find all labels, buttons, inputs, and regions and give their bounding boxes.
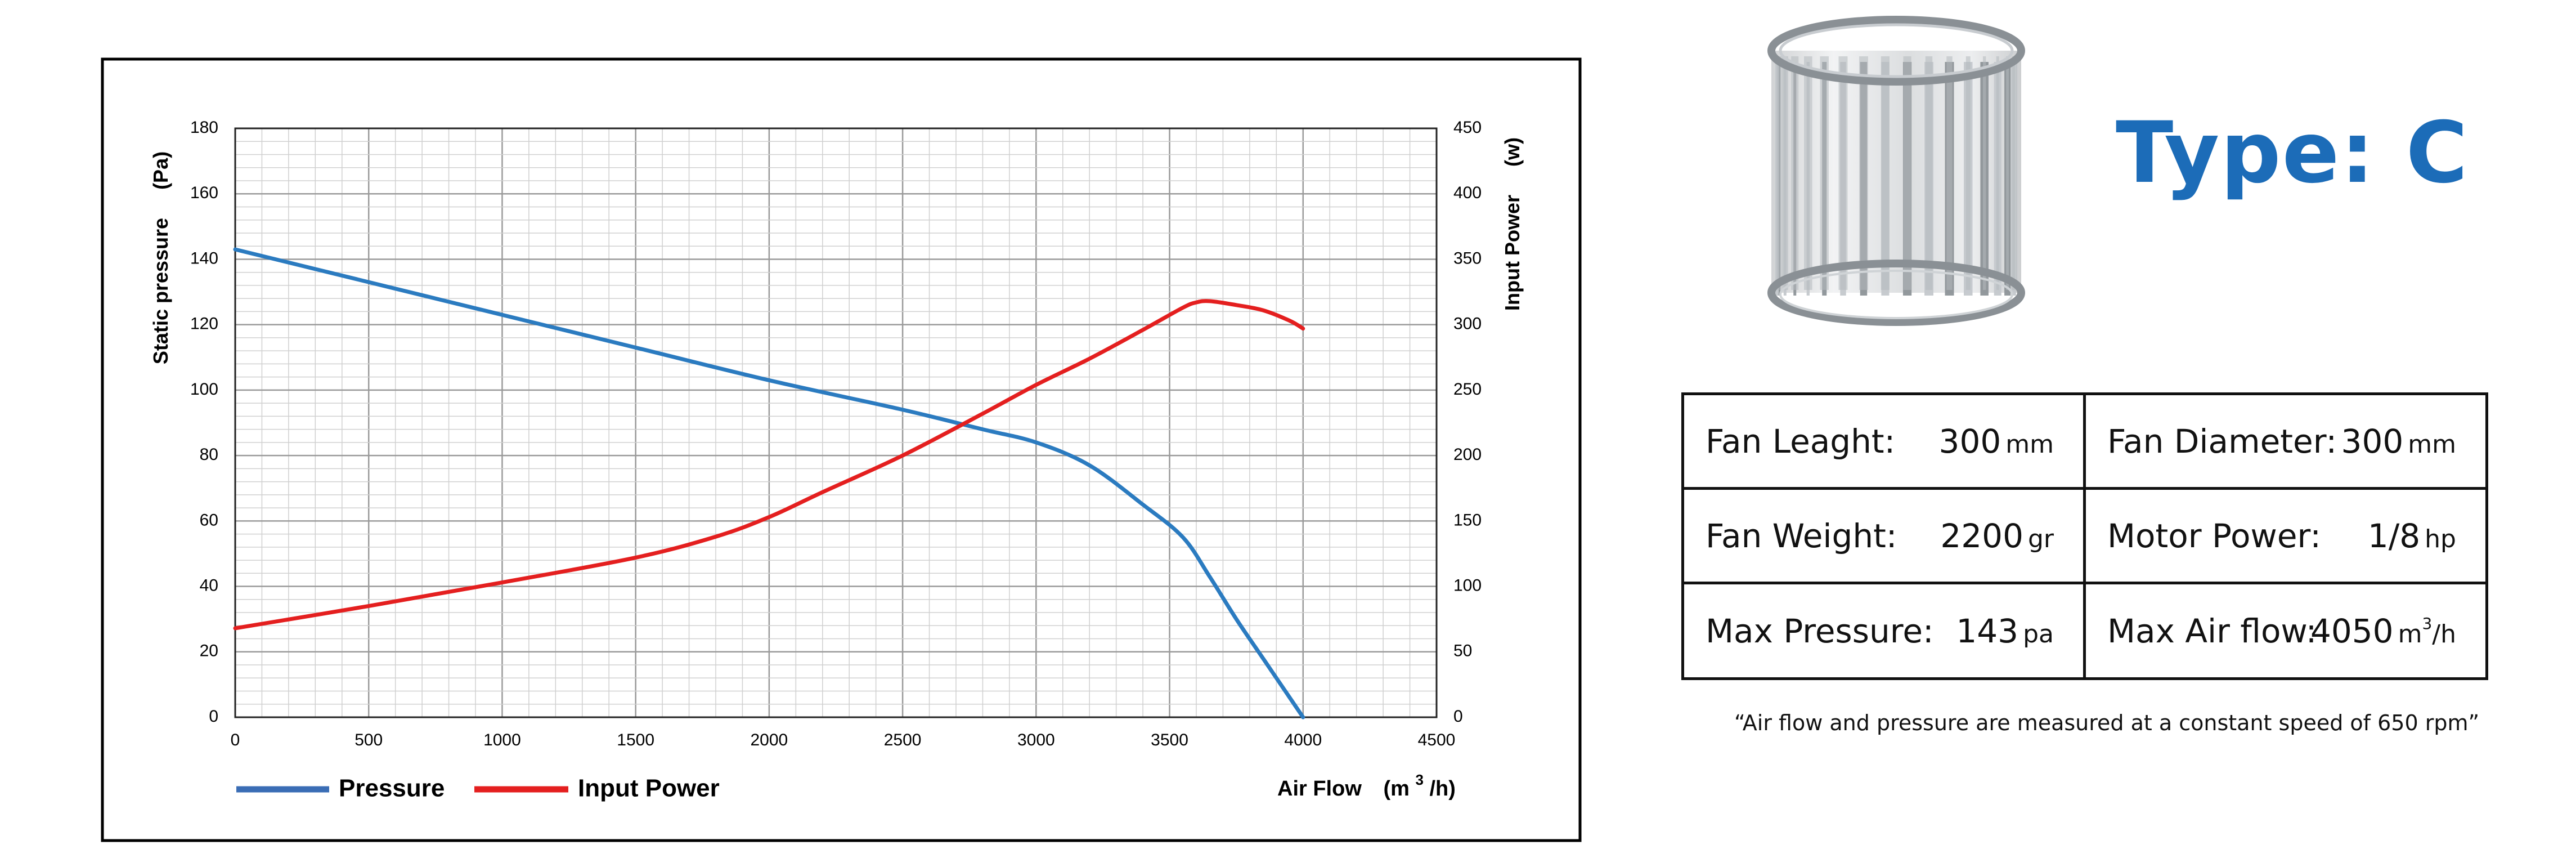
impeller-blade xyxy=(1925,56,1933,290)
x-tick-label: 2500 xyxy=(884,731,922,749)
x-tick-label: 4000 xyxy=(1284,731,1322,749)
spec-value: 1/8 hp xyxy=(2367,516,2456,555)
y-right-tick-label: 0 xyxy=(1453,707,1463,726)
measurement-note: “Air flow and pressure are measured at a… xyxy=(1734,710,2480,735)
impeller-blade xyxy=(1946,56,1953,290)
y-right-tick-label: 350 xyxy=(1453,249,1482,267)
spec-label: Motor Power: xyxy=(2107,516,2321,555)
x-tick-label: 3500 xyxy=(1151,731,1188,749)
impeller-blade xyxy=(1776,56,1782,290)
input-power-series-line xyxy=(233,299,1305,631)
y-right-tick-label: 450 xyxy=(1453,118,1482,137)
impeller-blade xyxy=(1859,56,1868,290)
y-right-tick-label: 150 xyxy=(1453,511,1482,529)
y-right-tick-label: 250 xyxy=(1453,380,1482,399)
y-left-tick-label: 60 xyxy=(200,511,218,529)
legend-pressure-label: Pressure xyxy=(339,775,445,802)
impeller-blade xyxy=(1781,56,1788,290)
chart-frame xyxy=(101,57,1582,842)
impeller-blade xyxy=(2012,56,2015,290)
y-left-tick-label: 160 xyxy=(190,184,218,202)
spec-motor-power: Motor Power: 1/8 hp xyxy=(2086,490,2485,584)
y-left-tick-label: 0 xyxy=(209,707,218,726)
plot-area-border xyxy=(234,127,1438,718)
spec-value: 300 mm xyxy=(2341,422,2456,461)
spec-max-airflow: Max Air flow: 4050 m3/h xyxy=(2086,584,2485,677)
impeller-blade xyxy=(1881,56,1890,290)
svg-text:Air Flow (m 3: Air Flow (m 3 /h) xyxy=(1277,768,1456,801)
x-tick-label: 3000 xyxy=(1017,731,1055,749)
spec-label: Fan Leaght: xyxy=(1706,422,1896,461)
blower-wheel-icon xyxy=(1767,16,2025,326)
impeller-blade xyxy=(1965,56,1971,290)
impeller-blade xyxy=(1791,56,1799,290)
x-axis-unit-suffix: /h) xyxy=(1430,777,1456,801)
impeller-blade xyxy=(2006,56,2009,290)
spec-max-pressure: Max Pressure: 143 pa xyxy=(1684,584,2086,677)
spec-value: 300 mm xyxy=(1938,422,2054,461)
spec-value: 4050 m3/h xyxy=(2310,611,2456,650)
spec-label: Max Pressure: xyxy=(1706,611,1934,650)
y-left-tick-label: 20 xyxy=(200,642,218,660)
x-tick-label: 2000 xyxy=(751,731,788,749)
spec-fan-weight: Fan Weight: 2200 gr xyxy=(1684,490,2086,584)
x-axis-unit-prefix: (m xyxy=(1383,777,1409,801)
x-tick-label: 4500 xyxy=(1418,731,1456,749)
legend: Pressure Input Power xyxy=(236,775,720,802)
spec-fan-length: Fan Leaght: 300 mm xyxy=(1684,395,2086,490)
y-axis-right-label: Input Power (w) xyxy=(1501,137,1524,311)
y-left-tick-label: 120 xyxy=(190,315,218,333)
y-right-tick-label: 50 xyxy=(1453,642,1472,660)
y-left-tick-label: 40 xyxy=(200,576,218,595)
axis-ticks: 0 500 1000 1500 2000 2500 3000 3500 4000 45000204… xyxy=(190,118,1482,749)
spec-label: Fan Weight: xyxy=(1706,516,1897,555)
x-tick-label: 500 xyxy=(354,731,383,749)
fan-type-title: Type: C xyxy=(2116,104,2469,202)
y-right-tick-label: 100 xyxy=(1453,576,1482,595)
impeller-blades xyxy=(1775,56,2018,296)
y-right-tick-label: 400 xyxy=(1453,184,1482,202)
impeller-blade xyxy=(1804,56,1812,290)
impeller-blade xyxy=(1996,56,1999,290)
y-right-tick-label: 200 xyxy=(1453,445,1482,464)
spec-table: Fan Leaght: 300 mm Fan Diameter: 300 mm Fa… xyxy=(1681,392,2488,680)
impeller-blade xyxy=(1903,56,1911,290)
x-axis-unit-sup: 3 xyxy=(1415,771,1423,788)
y-left-tick-label: 140 xyxy=(190,249,218,267)
x-tick-label: 1000 xyxy=(483,731,521,749)
impeller-blade xyxy=(1838,56,1848,290)
y-left-tick-label: 180 xyxy=(190,118,218,137)
y-left-tick-label: 100 xyxy=(190,380,218,399)
x-tick-label: 1500 xyxy=(617,731,654,749)
impeller-blade xyxy=(1983,56,1986,290)
y-axis-left-label: Static pressure (Pa) xyxy=(149,151,172,364)
spec-value: 143 pa xyxy=(1956,611,2054,650)
x-tick-label: 0 xyxy=(231,731,240,749)
chart-series xyxy=(233,247,1305,720)
chart-grid xyxy=(234,127,1438,718)
spec-label: Fan Diameter: xyxy=(2107,422,2337,461)
spec-value: 2200 gr xyxy=(1940,516,2054,555)
pressure-series-line xyxy=(233,247,1305,720)
x-axis-label-text: Air Flow xyxy=(1277,777,1362,801)
legend-input-power-label: Input Power xyxy=(578,775,720,802)
y-left-tick-label: 80 xyxy=(200,445,218,464)
impeller-blade xyxy=(1820,56,1829,290)
x-axis-label: Air Flow (m 3 /h) xyxy=(1277,768,1456,801)
y-right-tick-label: 300 xyxy=(1453,315,1482,333)
spec-fan-diameter: Fan Diameter: 300 mm xyxy=(2086,395,2485,490)
spec-label: Max Air flow: xyxy=(2107,611,2317,650)
